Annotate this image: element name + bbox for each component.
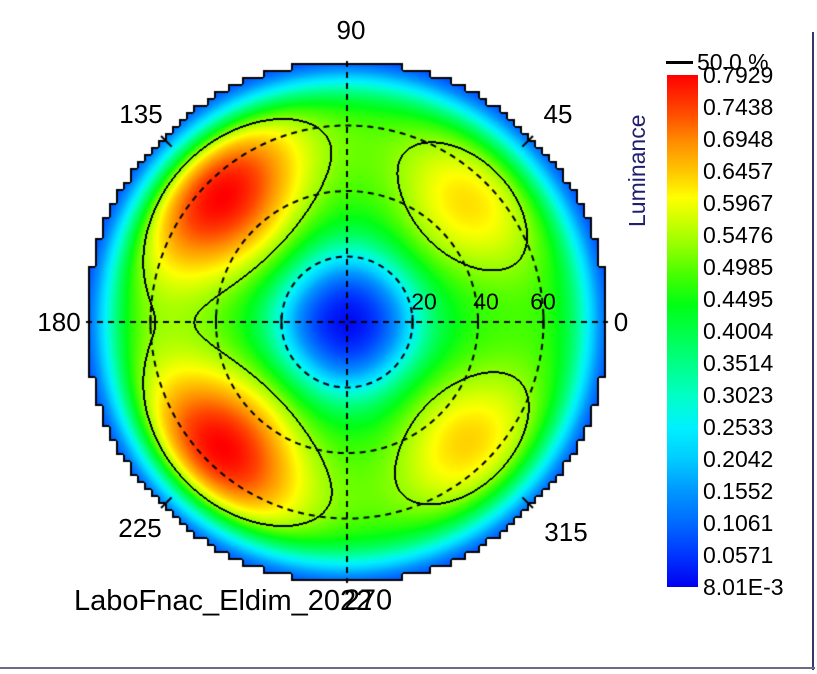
angle-label-180: 180 bbox=[37, 307, 81, 337]
angle-label-225: 225 bbox=[118, 513, 162, 543]
angle-label-135: 135 bbox=[119, 99, 163, 129]
angle-label-0: 0 bbox=[613, 307, 629, 337]
colorbar-tick-label: 0.7929 bbox=[703, 62, 774, 88]
colorbar-tick-label: 0.4004 bbox=[703, 318, 774, 344]
colorbar-tick-label: 0.5476 bbox=[703, 222, 774, 248]
window-right-border bbox=[812, 32, 814, 670]
window-bottom-border bbox=[0, 667, 815, 669]
colorbar bbox=[667, 75, 698, 587]
radial-tick-label-40: 40 bbox=[473, 288, 499, 315]
colorbar-tick-label: 0.3514 bbox=[703, 350, 774, 376]
angle-label-90: 90 bbox=[336, 15, 366, 45]
contour-legend-label: 50.0 % bbox=[697, 49, 769, 75]
measurement-title-text: LaboFnac_Eldim_2022 bbox=[74, 585, 373, 617]
angle-label-45: 45 bbox=[543, 99, 573, 129]
colorbar-tick-label: 0.0571 bbox=[703, 542, 774, 568]
radial-tick-label-20: 20 bbox=[411, 288, 437, 315]
colorbar-tick-label: 0.6948 bbox=[703, 126, 774, 152]
colorbar-tick-label: 0.2533 bbox=[703, 414, 774, 440]
colorbar-axis-title: Luminance bbox=[624, 114, 650, 228]
colorbar-tick-label: 0.6457 bbox=[703, 158, 774, 184]
colorbar-tick-label: 8.01E-3 bbox=[703, 574, 784, 600]
angle-label-315: 315 bbox=[544, 517, 588, 547]
colorbar-tick-label: 0.2042 bbox=[703, 446, 774, 472]
radial-tick-label-60: 60 bbox=[530, 288, 556, 315]
colorbar-tick-label: 0.5967 bbox=[703, 190, 774, 216]
angle-label-270: 270 bbox=[343, 584, 393, 617]
contour-legend-line bbox=[666, 61, 693, 64]
colorbar-tick-label: 0.7438 bbox=[703, 94, 774, 120]
colorbar-tick-label: 0.1061 bbox=[703, 510, 774, 536]
colorbar-tick-label: 0.4985 bbox=[703, 254, 774, 280]
colorbar-tick-label: 0.3023 bbox=[703, 382, 774, 408]
colorbar-tick-label: 0.4495 bbox=[703, 286, 774, 312]
colorbar-tick-label: 0.1552 bbox=[703, 478, 774, 504]
